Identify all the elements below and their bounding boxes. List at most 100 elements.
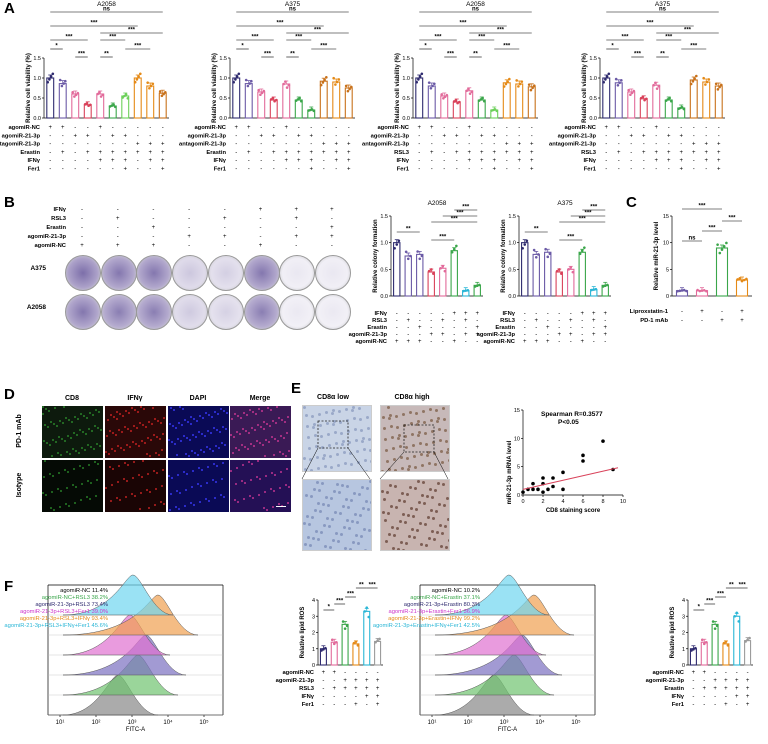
- fluorescence-spot: [147, 437, 149, 439]
- ihc-cell: [311, 415, 314, 418]
- ihc-cell: [358, 493, 361, 496]
- condition-sign: -: [62, 158, 64, 164]
- histogram: [434, 594, 575, 636]
- condition-sign: -: [456, 125, 458, 131]
- data-point: [525, 239, 529, 243]
- fluorescence-spot: [60, 454, 62, 456]
- fluorescence-spot: [197, 454, 199, 456]
- ihc-cell: [411, 433, 414, 436]
- data-point: [704, 640, 708, 644]
- fluorescence-spot: [186, 473, 188, 475]
- condition-label: Fer1: [302, 702, 315, 708]
- data-point: [702, 642, 706, 646]
- fluorescence-spot: [186, 437, 188, 439]
- ihc-cell: [414, 466, 417, 469]
- ihc-cell: [306, 515, 309, 518]
- bar: [452, 101, 461, 119]
- condition-sign: -: [418, 150, 420, 156]
- ihc-cell: [310, 469, 313, 471]
- data-point: [282, 82, 285, 86]
- fluorescence-spot: [285, 455, 287, 457]
- condition-sign: +: [347, 167, 351, 173]
- fluorescence-spot: [192, 434, 194, 436]
- condition-sign: +: [464, 318, 468, 324]
- ihc-cell: [440, 545, 443, 548]
- fluorescence-spot: [262, 444, 264, 446]
- fluorescence-spot: [160, 422, 162, 424]
- fluorescence-spot: [243, 412, 245, 414]
- ihc-cell: [324, 465, 327, 468]
- y-tick-label: 0.0: [33, 116, 41, 122]
- ihc-cell: [387, 512, 390, 515]
- condition-sign: +: [334, 150, 338, 156]
- sig-label: ***: [109, 35, 117, 41]
- condition-label: RSL3: [581, 150, 597, 156]
- fluorescence-spot: [169, 509, 171, 511]
- condition-sign: -: [49, 150, 51, 156]
- ihc-cell: [339, 512, 342, 515]
- channel-label: Merge: [250, 395, 271, 402]
- fluorescence-spot: [261, 410, 263, 412]
- ihc-cell: [382, 511, 385, 514]
- y-tick-label: 1: [312, 647, 315, 653]
- data-point: [71, 91, 74, 94]
- data-point: [744, 640, 747, 643]
- ihc-cell: [437, 417, 440, 420]
- fluorescence-spot: [200, 485, 202, 487]
- condition-sign: -: [188, 207, 190, 213]
- y-tick-label: 1.0: [219, 76, 227, 82]
- sig-label: ns: [103, 7, 111, 13]
- sig-label: ***: [78, 52, 86, 58]
- fluorescence-spot: [237, 415, 239, 417]
- condition-sign: -: [518, 167, 520, 173]
- condition-sign: -: [721, 309, 723, 315]
- data-point: [620, 79, 623, 82]
- fluorescence-spot: [79, 465, 81, 467]
- fluorescence-spot: [112, 432, 114, 434]
- condition-sign: +: [148, 150, 152, 156]
- condition-label: agomiR-NC: [355, 339, 387, 345]
- fluorescence-spot: [100, 429, 102, 431]
- condition-sign: +: [455, 133, 459, 139]
- fluorescence-spot: [177, 474, 179, 476]
- condition-sign: +: [161, 158, 165, 164]
- condition-sign: +: [334, 142, 338, 148]
- data-point: [682, 288, 686, 292]
- ihc-cell: [318, 489, 321, 492]
- fluorescence-spot: [252, 411, 254, 413]
- condition-sign: -: [81, 216, 83, 222]
- bar: [404, 255, 412, 297]
- condition-sign: +: [475, 332, 479, 338]
- ihc-cell: [366, 487, 369, 490]
- condition-label: Liproxstatin-1: [630, 309, 669, 315]
- condition-sign: -: [235, 133, 237, 139]
- fluorescence-spot: [142, 460, 144, 462]
- fluorescence-spot: [109, 430, 111, 432]
- fluorescence-spot: [273, 490, 275, 492]
- fluorescence-spot: [68, 505, 70, 507]
- condition-sign: +: [724, 686, 728, 692]
- legend-entry: agomiR-21-3p+RSL3 73.4%: [35, 602, 108, 608]
- condition-sign: -: [152, 207, 154, 213]
- condition-sign: +: [86, 150, 90, 156]
- condition-sign: +: [441, 332, 445, 338]
- condition-sign: +: [187, 234, 191, 240]
- condition-sign: -: [468, 142, 470, 148]
- fluorescence-spot: [132, 477, 134, 479]
- data-point: [378, 637, 381, 641]
- sig-label: ***: [456, 211, 464, 217]
- ihc-image: [302, 479, 372, 551]
- sig-label: ***: [347, 592, 355, 598]
- condition-sign: -: [366, 702, 368, 708]
- data-point: [232, 80, 235, 84]
- condition-sign: -: [430, 311, 432, 317]
- y-tick-label: 10: [514, 436, 520, 442]
- data-point: [704, 83, 707, 86]
- sig-label: ***: [276, 21, 284, 27]
- condition-sign: +: [603, 332, 607, 338]
- fluorescence-spot: [44, 424, 46, 426]
- data-point: [320, 649, 323, 652]
- data-point: [335, 80, 339, 84]
- data-point: [523, 243, 527, 246]
- data-point: [46, 80, 49, 84]
